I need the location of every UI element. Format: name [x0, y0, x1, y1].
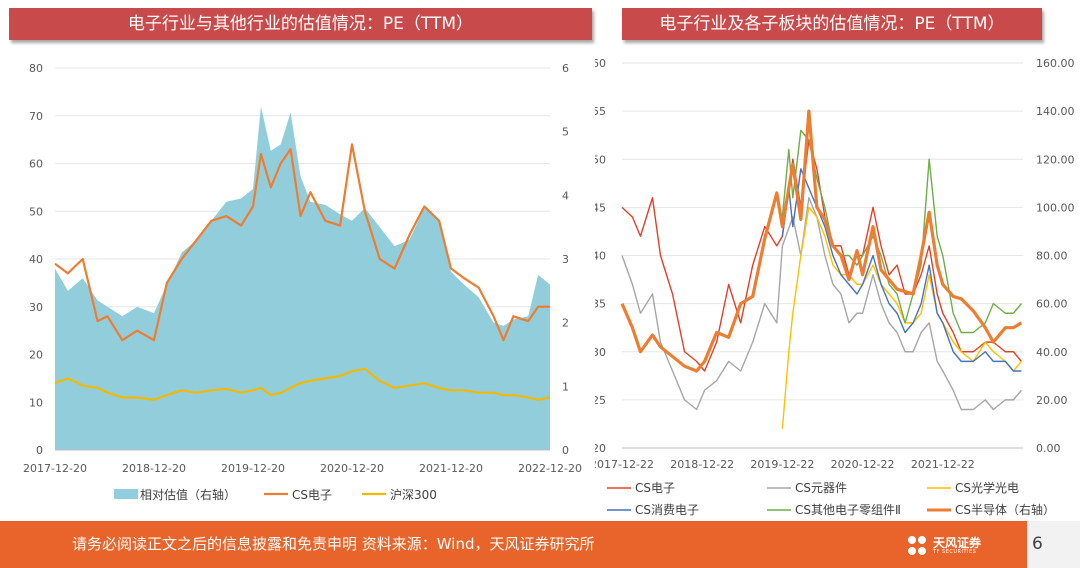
legend-swatch [114, 489, 138, 499]
footer: 请务必阅读正文之后的信息披露和免责申明 资料来源：Wind，天风证券研究所 天风… [0, 521, 1080, 568]
x-tick-label: 2019-12-20 [221, 462, 285, 475]
left-chart-title: 电子行业与其他行业的估值情况：PE（TTM） [9, 8, 592, 40]
y-left-tick-label: 30 [595, 346, 606, 359]
x-tick-label: 2020-12-22 [831, 458, 895, 471]
y-right-tick-label: 3 [562, 253, 569, 266]
x-tick-label: 2018-12-22 [670, 458, 734, 471]
y-right-tick-label: 4 [562, 189, 569, 202]
y-left-tick-label: 55 [595, 105, 606, 118]
company-logo: 天风证券 TF SECURITIES [905, 532, 1005, 560]
y-right-tick-label: 5 [562, 126, 569, 139]
legend-label: CS元器件 [795, 481, 847, 495]
x-tick-label: 2021-12-20 [419, 462, 483, 475]
legend-label: 相对估值（右轴） [140, 487, 236, 502]
legend-label: CS半导体（右轴） [955, 502, 1055, 517]
y-left-tick-label: 50 [595, 153, 606, 166]
y-right-tick-label: 160.00 [1036, 57, 1075, 70]
y-left-tick-label: 0 [36, 444, 43, 457]
series-cs-electronics-line [621, 139, 1022, 372]
x-tick-label: 2021-12-22 [911, 458, 975, 471]
y-left-tick-label: 60 [29, 158, 43, 171]
y-left-tick-label: 60 [595, 57, 606, 70]
y-right-tick-label: 140.00 [1036, 105, 1075, 118]
x-tick-label: 2019-12-22 [750, 458, 814, 471]
y-left-tick-label: 45 [595, 201, 606, 214]
x-tick-label: 2020-12-20 [320, 462, 384, 475]
right-chart: 20 25 30 35 40 45 50 55 60 0.00 20.00 40.00 60.00 80.… [595, 57, 1075, 517]
y-left-tick-label: 70 [29, 110, 43, 123]
y-right-tick-label: 40.00 [1036, 346, 1068, 359]
legend-label: CS光学光电 [955, 480, 1019, 495]
logo-subtext: TF SECURITIES [933, 549, 977, 555]
y-left-tick-label: 10 [29, 396, 43, 409]
footer-disclaimer: 请务必阅读正文之后的信息披露和免责申明 资料来源：Wind，天风证券研究所 [72, 535, 595, 553]
series-other-parts-line [781, 129, 1022, 334]
legend-label: CS消费电子 [635, 503, 699, 517]
y-left-tick-label: 80 [29, 62, 43, 75]
series-components-line [621, 197, 1022, 411]
logo-text: 天风证券 [933, 536, 982, 550]
y-right-tick-label: 20.00 [1036, 394, 1068, 407]
legend-label: CS电子 [635, 481, 675, 495]
legend-label: CS电子 [292, 488, 332, 502]
left-chart: 0 10 20 30 40 50 60 70 80 0 1 2 3 4 5 6 2017-12-20 2018-1… [23, 62, 582, 502]
x-tick-label: 2022-12-20 [518, 462, 582, 475]
y-right-tick-label: 60.00 [1036, 298, 1068, 311]
right-chart-title: 电子行业及各子板块的估值情况：PE（TTM） [622, 8, 1042, 40]
y-left-tick-label: 20 [29, 349, 43, 362]
series-cs-electronics-line [54, 143, 550, 342]
x-tick-label: 2017-12-20 [23, 462, 87, 475]
y-right-tick-label: 0.00 [1036, 442, 1061, 455]
page-number: 6 [1032, 534, 1043, 554]
y-right-tick-label: 6 [562, 62, 569, 75]
x-tick-label: 2017-12-22 [595, 458, 654, 471]
y-right-tick-label: 2 [562, 317, 569, 330]
x-tick-label: 2018-12-20 [122, 462, 186, 475]
y-left-tick-label: 50 [29, 205, 43, 218]
page-tab [1005, 521, 1027, 568]
y-right-tick-label: 80.00 [1036, 250, 1068, 263]
y-left-tick-label: 40 [29, 253, 43, 266]
series-semiconductor-line [620, 109, 1023, 373]
y-left-tick-label: 20 [595, 442, 606, 455]
series-relative-valuation-area [55, 106, 550, 450]
legend-label: CS其他电子零组件Ⅱ [795, 503, 901, 517]
series-consumer-electronics-line [781, 168, 1022, 372]
y-left-tick-label: 35 [595, 298, 606, 311]
legend-label: 沪深300 [390, 488, 437, 502]
y-left-tick-label: 25 [595, 394, 606, 407]
logo-icon [908, 536, 926, 555]
series-optical-line [781, 206, 1022, 429]
y-right-tick-label: 1 [562, 380, 569, 393]
footer-bar: 请务必阅读正文之后的信息披露和免责申明 资料来源：Wind，天风证券研究所 天风… [0, 521, 1005, 568]
y-left-tick-label: 30 [29, 301, 43, 314]
series-hs300-line [54, 367, 551, 401]
y-right-tick-label: 0 [562, 444, 569, 457]
y-left-tick-label: 40 [595, 250, 606, 263]
y-right-tick-label: 120.00 [1036, 153, 1075, 166]
y-right-tick-label: 100.00 [1036, 201, 1075, 214]
